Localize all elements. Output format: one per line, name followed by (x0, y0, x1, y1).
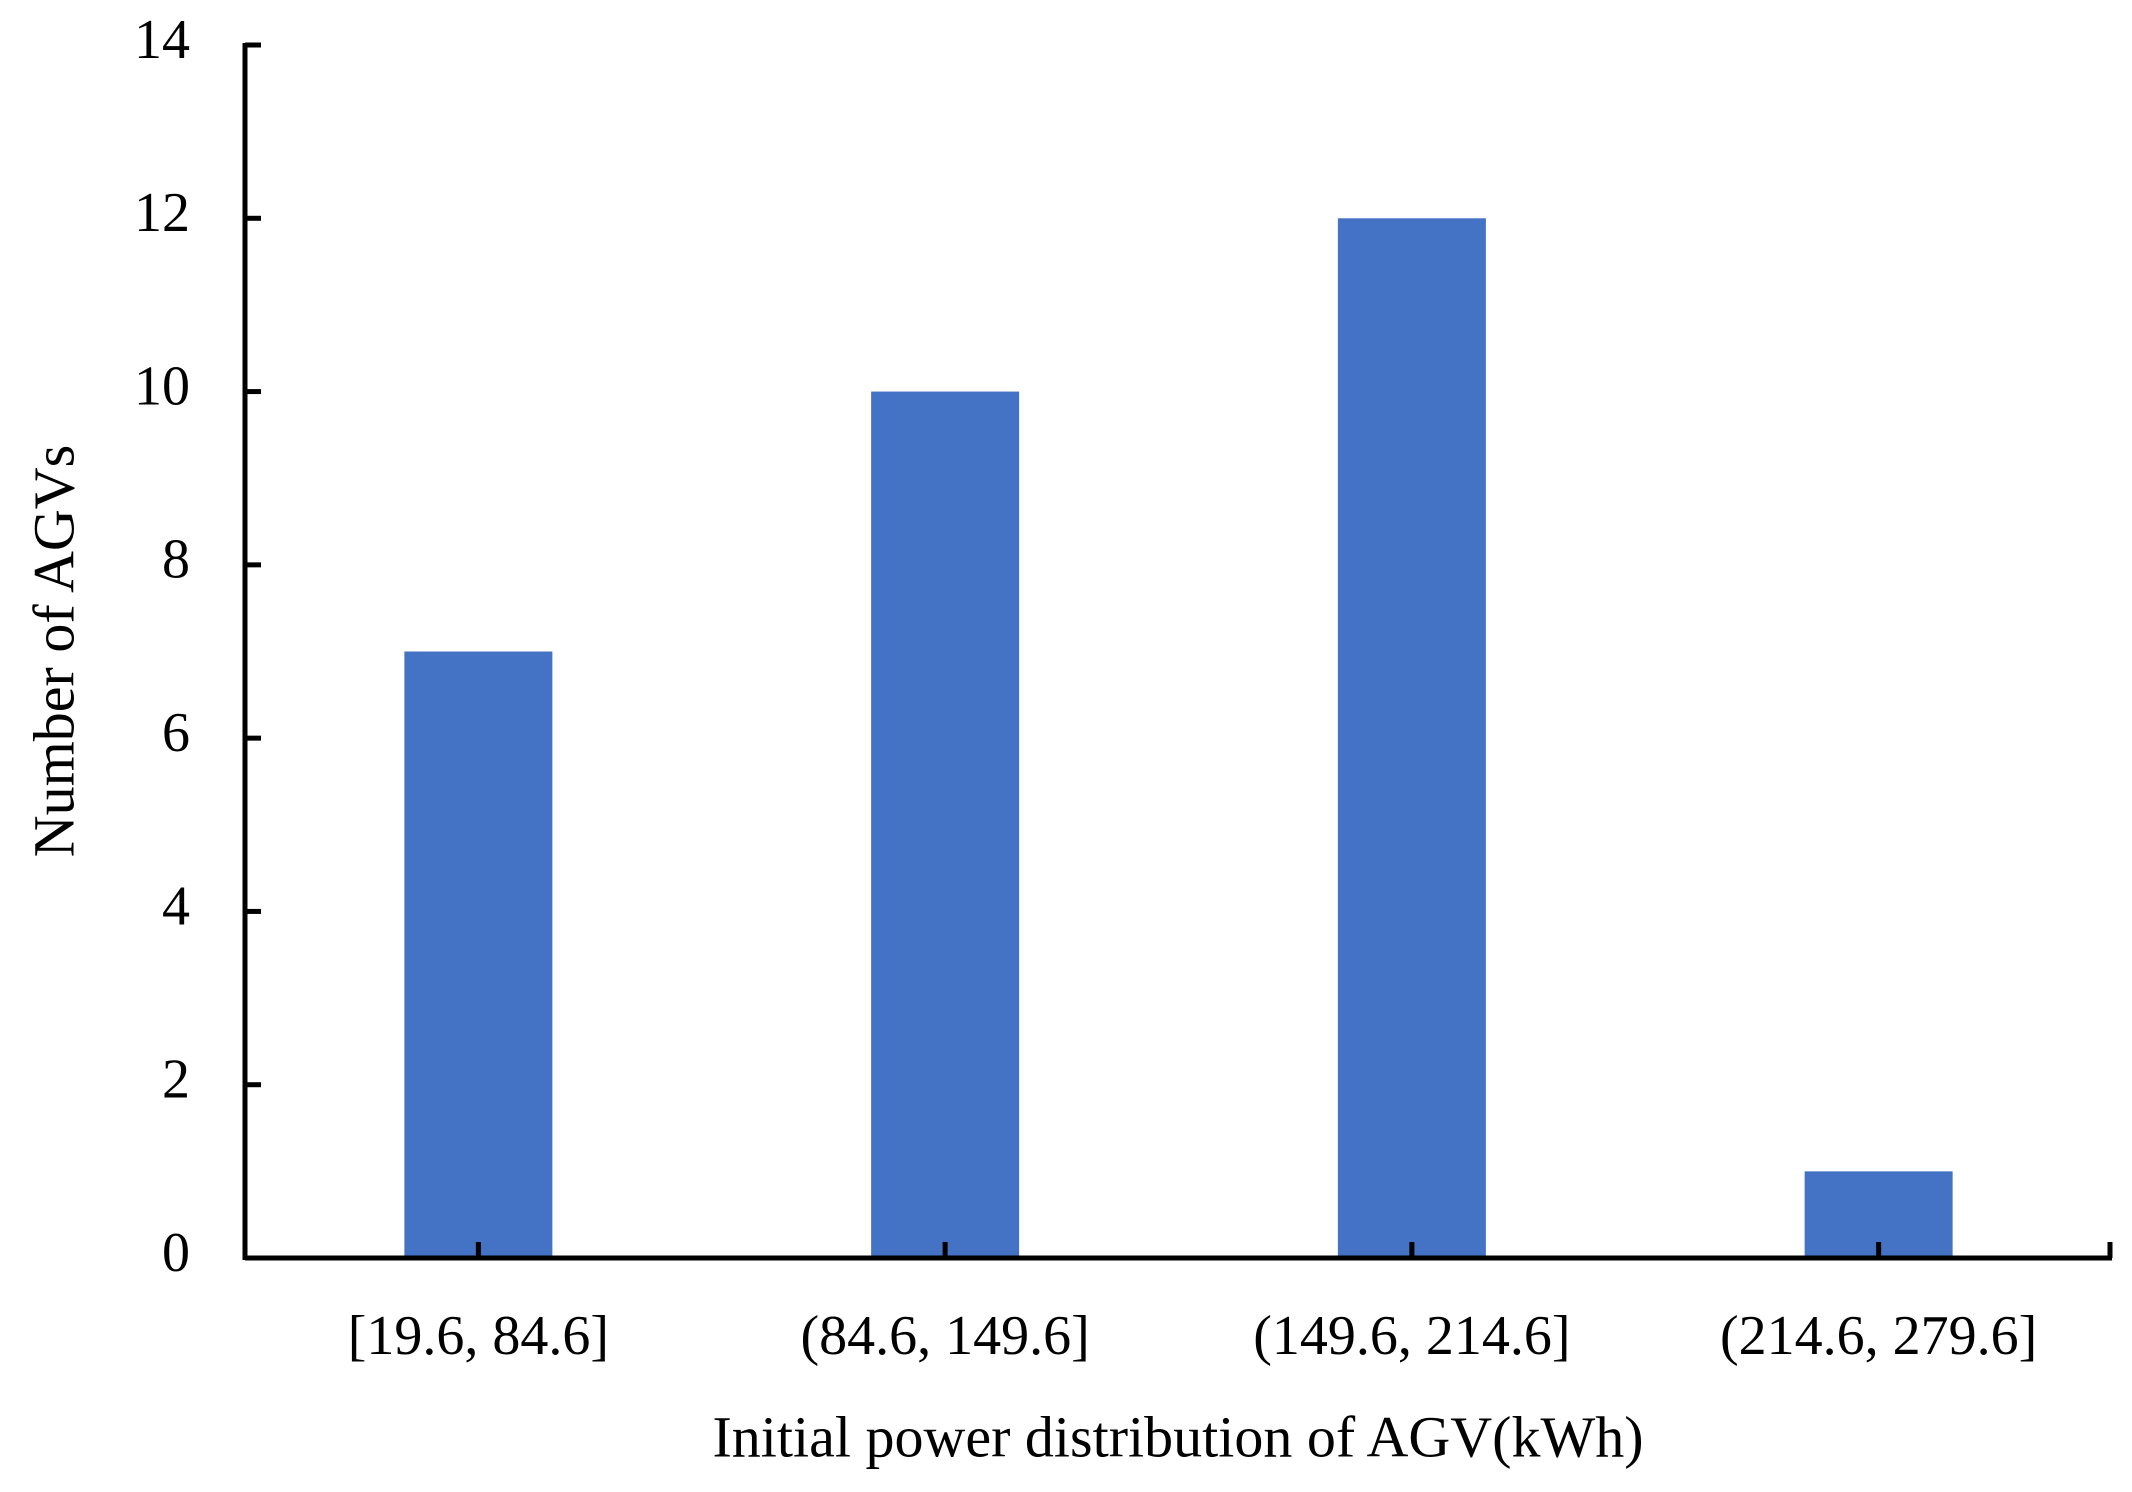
y-tick-label: 6 (162, 702, 190, 764)
y-axis-title: Number of AGVs (21, 445, 86, 857)
x-tick-label: (84.6, 149.6] (800, 1305, 1089, 1367)
y-tick-label: 10 (134, 355, 190, 417)
y-tick-label: 8 (162, 529, 190, 591)
bar (871, 391, 1020, 1259)
bar (404, 651, 553, 1258)
x-tick-label: (149.6, 214.6] (1253, 1305, 1570, 1367)
x-tick-label: (214.6, 279.6] (1720, 1305, 2037, 1367)
bar (1337, 218, 1486, 1258)
x-tick-label: [19.6, 84.6] (348, 1305, 609, 1367)
y-tick-label: 0 (162, 1222, 190, 1284)
y-tick-label: 14 (134, 9, 190, 71)
y-tick-label: 4 (162, 875, 190, 937)
y-tick-label: 12 (134, 182, 190, 244)
x-axis-title: Initial power distribution of AGV(kWh) (712, 1404, 1643, 1469)
y-tick-label: 2 (162, 1049, 190, 1111)
